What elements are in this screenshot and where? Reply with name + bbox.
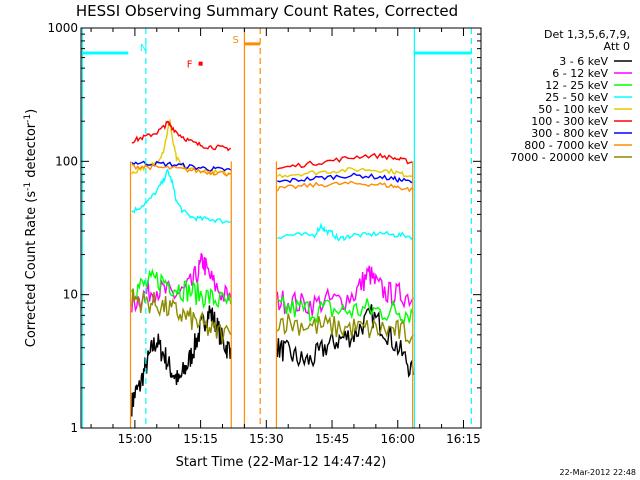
axes: 1 10 100 1000 15:00 15:15 15:30 15:45 16:00 16:15 — [47, 21, 481, 446]
series-line-1-part-1 — [131, 305, 232, 417]
y-axis-label-sup1: -1 — [23, 182, 33, 191]
x-tick-label-5: 16:00 — [380, 432, 415, 446]
y-axis-label-main: Corrected Count Rate (s — [24, 191, 39, 348]
x-tick-label-1: 15:00 — [118, 432, 153, 446]
series-line-5-part-2 — [276, 166, 414, 179]
series-line-2-part-2 — [276, 265, 414, 316]
x-tick-label-4: 15:45 — [315, 432, 350, 446]
y-tick-label-4: 1000 — [47, 21, 78, 35]
series-line-8-part-2 — [276, 180, 414, 193]
legend-label-3: 12 - 25 keV — [545, 79, 608, 92]
y-tick-label-3: 100 — [55, 154, 78, 168]
legend-label-9: 7000 - 20000 keV — [510, 151, 608, 164]
legend-label-4: 25 - 50 keV — [545, 91, 608, 104]
y-axis-label: Corrected Count Rate (s-1 detector-1) — [23, 109, 39, 347]
x-tick-label-3: 15:30 — [249, 432, 284, 446]
flag-label-n: N — [140, 43, 147, 54]
flag-label-s: S — [232, 35, 238, 46]
y-tick-label-2: 10 — [63, 288, 78, 302]
x-tick-label-6: 16:15 — [446, 432, 481, 446]
series-line-8-part-1 — [131, 163, 231, 177]
chart-title: HESSI Observing Summary Count Rates, Cor… — [76, 2, 458, 20]
series-line-6-part-2 — [277, 152, 414, 170]
legend-header-2: Att 0 — [604, 40, 630, 53]
series-line-7-part-1 — [131, 160, 232, 172]
series-line-3-part-2 — [277, 294, 414, 325]
legend-label-8: 800 - 7000 keV — [524, 139, 608, 152]
legend-label-1: 3 - 6 keV — [559, 55, 608, 68]
x-axis-label: Start Time (22-Mar-12 14:47:42) — [176, 455, 387, 470]
series-line-9-part-1 — [131, 288, 232, 344]
y-axis-label-end: ) — [24, 109, 39, 114]
series-lines — [129, 119, 414, 428]
flag-label-f: F — [187, 60, 193, 71]
x-tick-label-2: 15:15 — [183, 432, 218, 446]
series-line-2-part-1 — [131, 252, 232, 313]
series-line-4-part-1 — [131, 168, 231, 224]
y-axis-label-sup2: -1 — [23, 114, 33, 123]
plot-frame — [80, 27, 482, 429]
flare-marker — [198, 61, 203, 66]
legend-label-5: 50 - 100 keV — [538, 103, 608, 116]
flag-layer: N S F — [81, 28, 472, 428]
series-line-9-part-2 — [276, 313, 414, 345]
series-line-3-part-1 — [131, 268, 232, 310]
series-line-4-part-2 — [277, 221, 414, 242]
legend-label-7: 300 - 800 keV — [531, 127, 608, 140]
timestamp: 22-Mar-2012 22:48 — [560, 468, 637, 477]
series-line-6-part-1 — [131, 120, 232, 152]
legend-label-6: 100 - 300 keV — [531, 115, 608, 128]
legend-header-1: Det 1,3,5,6,7,9, — [544, 28, 630, 41]
legend-label-2: 6 - 12 keV — [552, 67, 608, 80]
y-tick-label-1: 1 — [70, 421, 78, 435]
y-axis-label-mid: detector — [24, 122, 39, 182]
series-line-7-part-2 — [277, 172, 414, 184]
series-line-1-part-2 — [276, 304, 414, 378]
